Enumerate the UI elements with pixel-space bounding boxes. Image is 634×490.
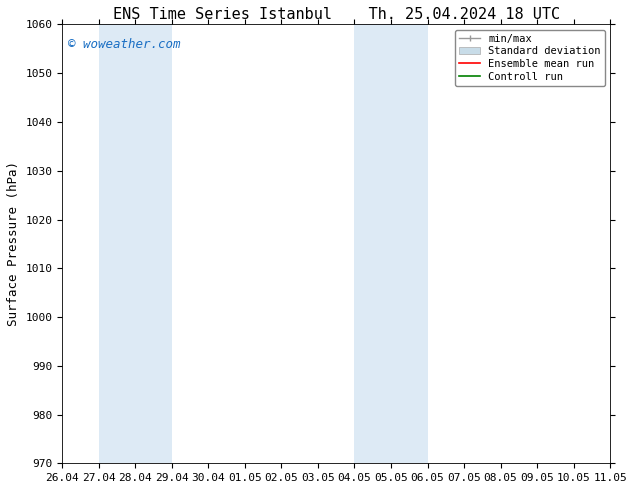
Legend: min/max, Standard deviation, Ensemble mean run, Controll run: min/max, Standard deviation, Ensemble me… [455, 30, 605, 86]
Bar [354, 24, 427, 464]
Title: ENS Time Series Istanbul    Th. 25.04.2024 18 UTC: ENS Time Series Istanbul Th. 25.04.2024 … [113, 7, 560, 22]
Y-axis label: Surface Pressure (hPa): Surface Pressure (hPa) [7, 161, 20, 326]
Bar [610, 24, 634, 464]
Bar [99, 24, 172, 464]
Text: © woweather.com: © woweather.com [68, 38, 180, 50]
